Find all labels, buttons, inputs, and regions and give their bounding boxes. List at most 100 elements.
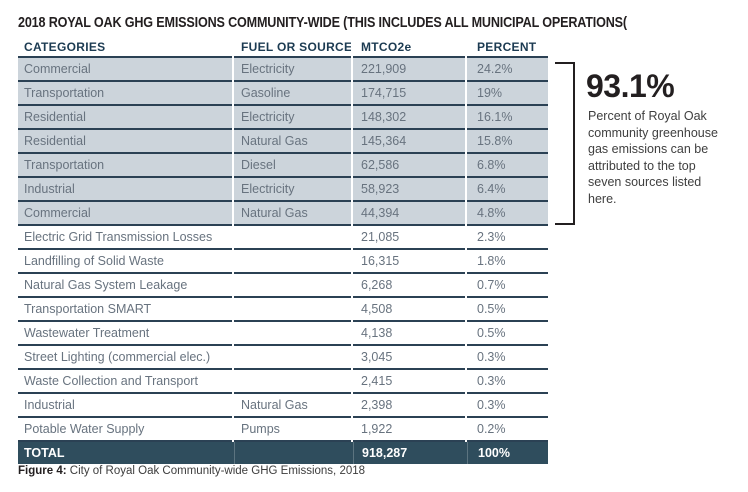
page-title: 2018 ROYAL OAK GHG EMISSIONS COMMUNITY-W… (18, 14, 627, 31)
cell-category: Wastewater Treatment (18, 322, 232, 346)
table-row: Street Lighting (commercial elec.) 3,045… (18, 346, 548, 370)
table-row: Transportation SMART 4,508 0.5% (18, 298, 548, 322)
cell-category: Potable Water Supply (18, 418, 232, 442)
total-row: TOTAL 918,287 100% (18, 442, 548, 464)
table-row: Industrial Natural Gas 2,398 0.3% (18, 394, 548, 418)
callout-stat: 93.1% (586, 68, 675, 104)
cell-mtco2e: 6,268 (353, 274, 465, 298)
cell-fuel: Gasoline (234, 82, 351, 106)
cell-mtco2e: 2,415 (353, 370, 465, 394)
cell-percent: 0.5% (467, 298, 548, 322)
cell-fuel: Pumps (234, 418, 351, 442)
cell-category: Landfilling of Solid Waste (18, 250, 232, 274)
figure-caption-text: City of Royal Oak Community-wide GHG Emi… (69, 465, 366, 477)
table-row: Commercial Electricity 221,909 24.2% (18, 58, 548, 82)
cell-fuel: Natural Gas (234, 202, 351, 226)
table-row: Electric Grid Transmission Losses 21,085… (18, 226, 548, 250)
cell-fuel (234, 274, 351, 298)
cell-fuel (234, 298, 351, 322)
figure-caption: Figure 4: City of Royal Oak Community-wi… (18, 465, 365, 477)
cell-category: Industrial (18, 394, 232, 418)
cell-category: Industrial (18, 178, 232, 202)
total-label: TOTAL (24, 446, 65, 460)
table-row: Residential Natural Gas 145,364 15.8% (18, 130, 548, 154)
cell-fuel: Diesel (234, 154, 351, 178)
table-body: Commercial Electricity 221,909 24.2% Tra… (18, 58, 548, 442)
cell-percent: 6.8% (467, 154, 548, 178)
cell-mtco2e: 58,923 (353, 178, 465, 202)
cell-fuel: Electricity (234, 58, 351, 82)
cell-fuel: Natural Gas (234, 394, 351, 418)
cell-percent: 15.8% (467, 130, 548, 154)
column-header-mtco2e: MTCO2e (353, 38, 465, 58)
cell-mtco2e: 2,398 (353, 394, 465, 418)
cell-fuel (234, 250, 351, 274)
cell-percent: 2.3% (467, 226, 548, 250)
cell-category: Street Lighting (commercial elec.) (18, 346, 232, 370)
cell-percent: 1.8% (467, 250, 548, 274)
cell-mtco2e: 62,586 (353, 154, 465, 178)
cell-percent: 16.1% (467, 106, 548, 130)
cell-mtco2e: 174,715 (353, 82, 465, 106)
cell-percent: 0.5% (467, 322, 548, 346)
column-header-categories: CATEGORIES (18, 38, 232, 58)
table-row: Commercial Natural Gas 44,394 4.8% (18, 202, 548, 226)
cell-mtco2e: 221,909 (353, 58, 465, 82)
table-row: Residential Electricity 148,302 16.1% (18, 106, 548, 130)
cell-percent: 6.4% (467, 178, 548, 202)
cell-category: Commercial (18, 58, 232, 82)
cell-category: Residential (18, 130, 232, 154)
cell-mtco2e: 3,045 (353, 346, 465, 370)
cell-mtco2e: 148,302 (353, 106, 465, 130)
cell-category: Transportation (18, 82, 232, 106)
table-row: Landfilling of Solid Waste 16,315 1.8% (18, 250, 548, 274)
ghg-emissions-table: CATEGORIES FUEL OR SOURCE MTCO2e PERCENT… (18, 38, 548, 464)
cell-fuel (234, 322, 351, 346)
cell-mtco2e: 16,315 (353, 250, 465, 274)
total-percent: 100% (467, 442, 548, 464)
cell-percent: 0.7% (467, 274, 548, 298)
cell-fuel (234, 346, 351, 370)
table-row: Waste Collection and Transport 2,415 0.3… (18, 370, 548, 394)
cell-category: Waste Collection and Transport (18, 370, 232, 394)
cell-mtco2e: 44,394 (353, 202, 465, 226)
cell-fuel (234, 370, 351, 394)
total-mtco2e: 918,287 (353, 442, 467, 464)
cell-percent: 19% (467, 82, 548, 106)
table-row: Potable Water Supply Pumps 1,922 0.2% (18, 418, 548, 442)
cell-fuel (234, 226, 351, 250)
table-row: Transportation Diesel 62,586 6.8% (18, 154, 548, 178)
table-row: Natural Gas System Leakage 6,268 0.7% (18, 274, 548, 298)
cell-mtco2e: 145,364 (353, 130, 465, 154)
cell-category: Transportation SMART (18, 298, 232, 322)
cell-category: Commercial (18, 202, 232, 226)
cell-percent: 4.8% (467, 202, 548, 226)
total-fuel-cell (234, 442, 353, 464)
cell-mtco2e: 1,922 (353, 418, 465, 442)
cell-category: Residential (18, 106, 232, 130)
cell-category: Transportation (18, 154, 232, 178)
cell-category: Natural Gas System Leakage (18, 274, 232, 298)
cell-fuel: Electricity (234, 106, 351, 130)
table-header-row: CATEGORIES FUEL OR SOURCE MTCO2e PERCENT (18, 38, 548, 58)
cell-percent: 0.2% (467, 418, 548, 442)
table-row: Transportation Gasoline 174,715 19% (18, 82, 548, 106)
callout-description: Percent of Royal Oak community greenhous… (588, 109, 718, 206)
table-row: Industrial Electricity 58,923 6.4% (18, 178, 548, 202)
cell-mtco2e: 21,085 (353, 226, 465, 250)
column-header-fuel-or-source: FUEL OR SOURCE (234, 38, 351, 58)
cell-fuel: Natural Gas (234, 130, 351, 154)
cell-fuel: Electricity (234, 178, 351, 202)
cell-mtco2e: 4,508 (353, 298, 465, 322)
cell-percent: 0.3% (467, 394, 548, 418)
cell-percent: 0.3% (467, 346, 548, 370)
cell-percent: 24.2% (467, 58, 548, 82)
cell-category: Electric Grid Transmission Losses (18, 226, 232, 250)
column-header-percent: PERCENT (467, 38, 548, 58)
figure-caption-label: Figure 4: (18, 465, 67, 477)
top-seven-bracket (555, 62, 575, 225)
cell-percent: 0.3% (467, 370, 548, 394)
table-row: Wastewater Treatment 4,138 0.5% (18, 322, 548, 346)
cell-mtco2e: 4,138 (353, 322, 465, 346)
